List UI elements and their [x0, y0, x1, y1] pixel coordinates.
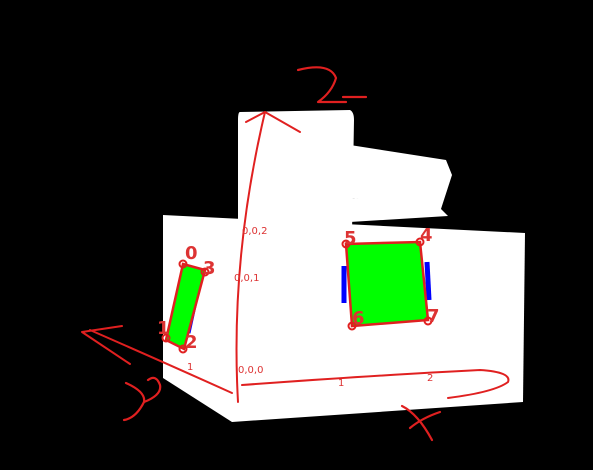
corner-marker-6 [347, 321, 357, 331]
corner-marker-0 [178, 259, 188, 269]
corner-marker-1 [161, 333, 171, 343]
right-face [341, 237, 433, 331]
left-face [161, 259, 210, 354]
z-axis-arrowhead [245, 111, 301, 133]
left-face-fill [164, 262, 207, 351]
corner-label-6: 6 [352, 308, 365, 329]
right-face-fill [344, 240, 430, 328]
corner-label-1: 1 [157, 318, 170, 339]
corner-marker-5 [341, 239, 351, 249]
base-block [163, 215, 525, 422]
tick-z2: 0,0,2 [242, 226, 267, 237]
z-letter [296, 66, 348, 104]
corner-marker-3 [200, 267, 210, 277]
y-axis-arrowhead [81, 325, 131, 365]
axis-arrow-icon [81, 111, 510, 403]
slanted-slab [350, 145, 452, 212]
slab-bridge [350, 198, 448, 222]
x-letter-a [400, 404, 434, 442]
corner-marker-7 [423, 316, 433, 326]
tick-x1: 1 [338, 378, 344, 389]
axis-letters [122, 66, 442, 442]
tower-block [238, 110, 354, 233]
z-axis-line [235, 111, 266, 403]
tick-y1: 1 [187, 362, 193, 373]
corner-label-2: 2 [185, 332, 198, 353]
white-solid [163, 110, 525, 422]
y-axis-line [89, 329, 233, 394]
corner-marker-4 [415, 237, 425, 247]
y-letter-bottom [142, 376, 162, 404]
corner-marker-2 [178, 344, 188, 354]
corner-label-3: 3 [203, 258, 216, 279]
x-axis-line [241, 369, 510, 399]
tick-z1: 0,0,1 [234, 273, 259, 284]
corner-label-4: 4 [420, 225, 433, 246]
right-face-edge-right [424, 261, 432, 301]
tick-origin: 0,0,0 [238, 365, 263, 376]
corner-label-0: 0 [185, 243, 198, 264]
tick-x2: 2 [427, 373, 433, 384]
corner-label-5: 5 [344, 228, 357, 249]
corner-label-7: 7 [427, 306, 440, 327]
x-letter-b [408, 410, 442, 430]
